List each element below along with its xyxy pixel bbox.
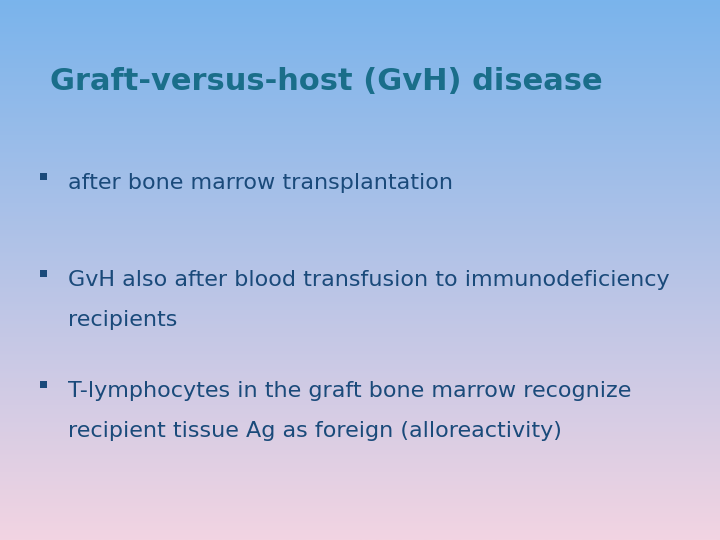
Text: recipients: recipients <box>68 310 178 330</box>
Text: after bone marrow transplantation: after bone marrow transplantation <box>68 173 454 193</box>
Text: T-lymphocytes in the graft bone marrow recognize: T-lymphocytes in the graft bone marrow r… <box>68 381 631 401</box>
Bar <box>40 173 48 180</box>
Bar <box>40 381 48 388</box>
Text: Graft-versus-host (GvH) disease: Graft-versus-host (GvH) disease <box>50 68 603 97</box>
Text: recipient tissue Ag as foreign (alloreactivity): recipient tissue Ag as foreign (alloreac… <box>68 421 562 441</box>
Text: GvH also after blood transfusion to immunodeficiency: GvH also after blood transfusion to immu… <box>68 270 670 290</box>
Bar <box>40 271 48 277</box>
